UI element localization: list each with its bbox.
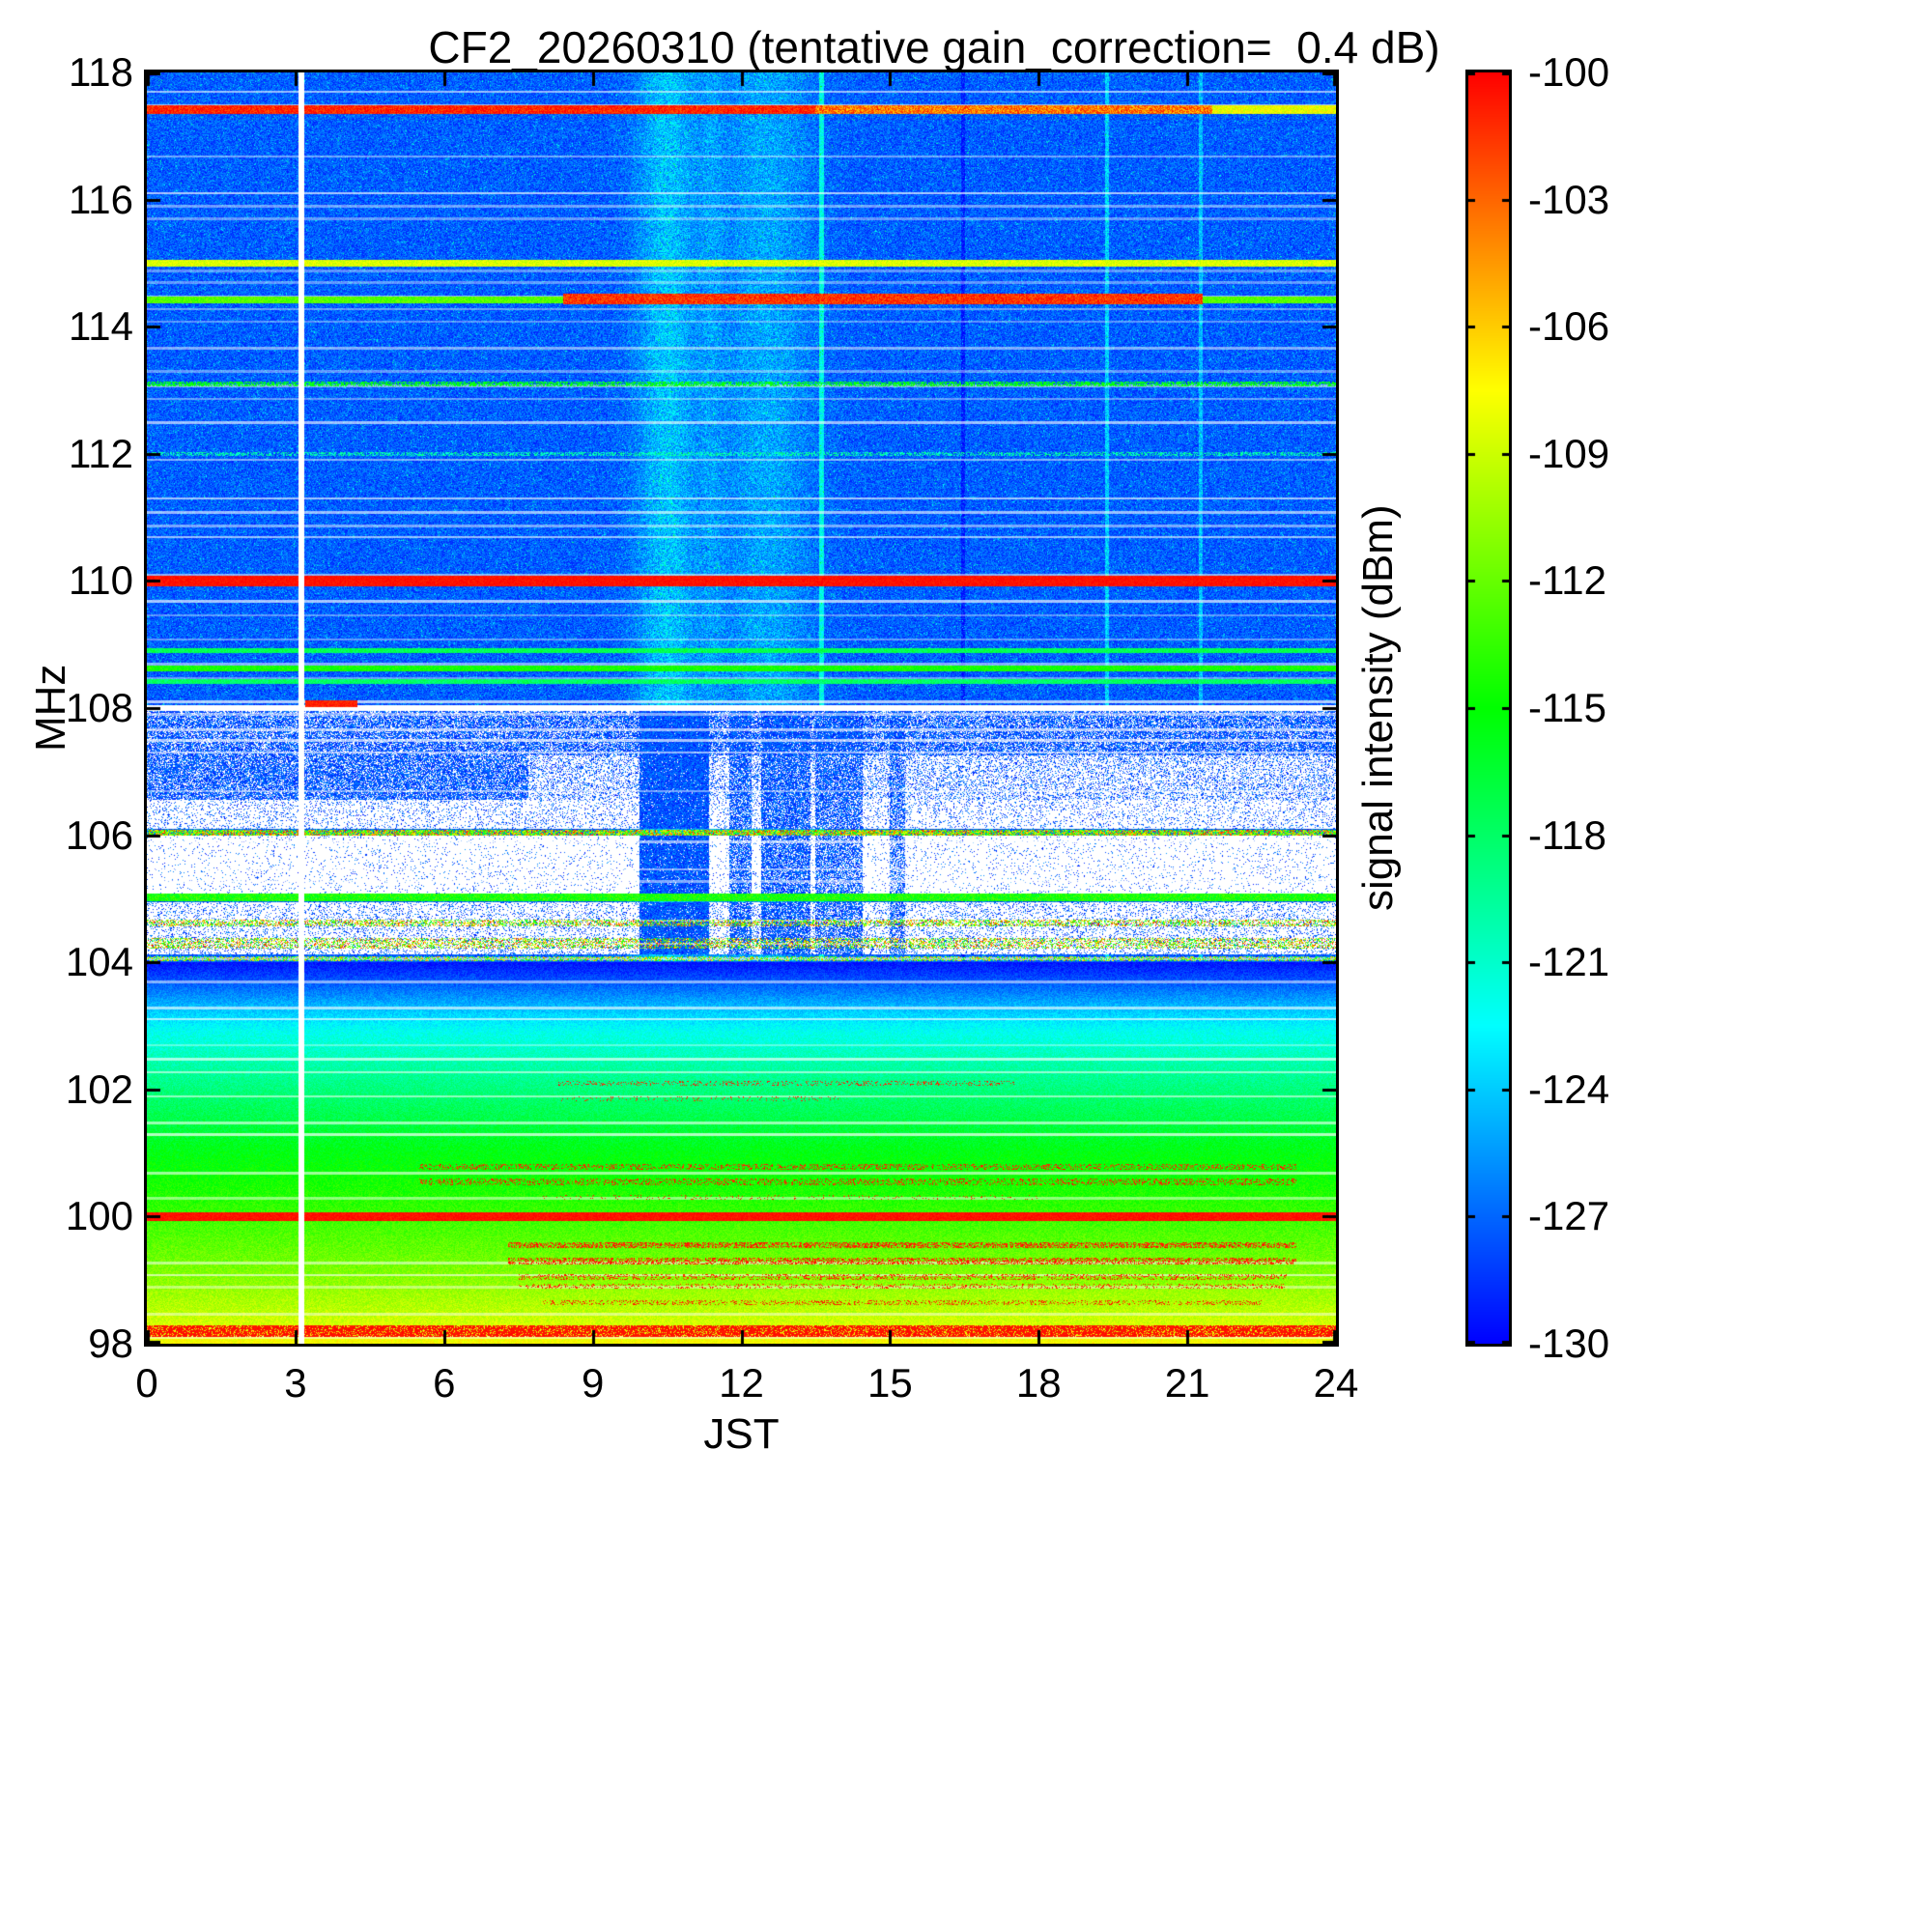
colorbar-tick-label: -115 bbox=[1528, 685, 1606, 730]
colorbar-tick-label: -100 bbox=[1528, 49, 1610, 95]
y-tick-label: 100 bbox=[65, 1193, 133, 1239]
colorbar bbox=[1465, 70, 1512, 1347]
x-tick-label: 0 bbox=[135, 1360, 158, 1406]
colorbar-tick-label: -130 bbox=[1528, 1321, 1610, 1366]
colorbar-tick-label: -106 bbox=[1528, 303, 1610, 350]
colorbar-tick-label: -127 bbox=[1528, 1193, 1610, 1239]
y-tick-label: 106 bbox=[65, 811, 133, 858]
y-tick-label: 116 bbox=[69, 176, 133, 222]
x-tick-label: 18 bbox=[1015, 1360, 1062, 1406]
x-axis-label: JST bbox=[703, 1410, 780, 1458]
x-tick-label: 9 bbox=[581, 1360, 605, 1406]
x-tick-label: 3 bbox=[284, 1360, 307, 1406]
colorbar-tick-label: -124 bbox=[1528, 1065, 1610, 1112]
y-tick-label: 102 bbox=[65, 1065, 133, 1112]
x-tick-label: 24 bbox=[1313, 1360, 1359, 1406]
y-tick-label: 108 bbox=[65, 685, 133, 730]
colorbar-tick-label: -118 bbox=[1528, 811, 1606, 858]
colorbar-label: signal intensity (dBm) bbox=[1354, 504, 1402, 912]
colorbar-tick-label: -112 bbox=[1528, 557, 1606, 604]
y-tick-label: 114 bbox=[69, 303, 133, 350]
x-tick-label: 15 bbox=[867, 1360, 913, 1406]
y-tick-label: 98 bbox=[88, 1321, 133, 1366]
y-tick-label: 112 bbox=[69, 430, 133, 476]
plot-area bbox=[144, 70, 1339, 1347]
chart-title: CF2_20260310 (tentative gain_correction=… bbox=[428, 22, 1440, 72]
colorbar-tick-label: -121 bbox=[1528, 939, 1610, 985]
colorbar-tick-label: -103 bbox=[1528, 176, 1610, 222]
x-tick-label: 12 bbox=[719, 1360, 764, 1406]
y-tick-label: 118 bbox=[69, 49, 133, 95]
spectrogram-heatmap-canvas bbox=[147, 72, 1336, 1344]
colorbar-tick-label: -109 bbox=[1528, 430, 1610, 476]
y-tick-label: 104 bbox=[65, 939, 133, 985]
x-tick-label: 21 bbox=[1164, 1360, 1210, 1406]
y-tick-label: 110 bbox=[69, 557, 133, 604]
colorbar-canvas bbox=[1468, 72, 1509, 1344]
x-tick-label: 6 bbox=[433, 1360, 456, 1406]
